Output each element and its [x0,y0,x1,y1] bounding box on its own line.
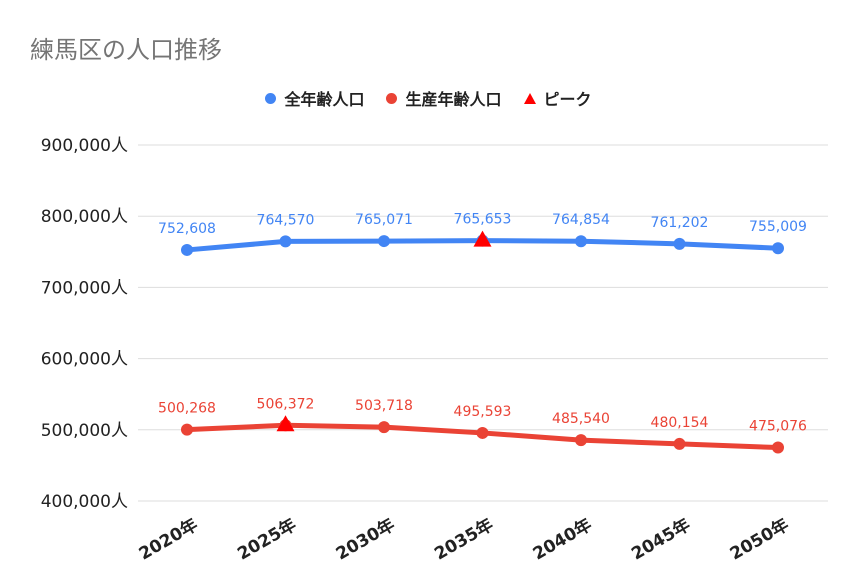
legend-item-working-age[interactable]: 生産年齢人口 [386,86,502,110]
data-label: 755,009 [749,219,807,235]
y-tick-label: 700,000人 [41,278,128,298]
data-label: 475,076 [749,419,807,435]
peak-marker [473,230,492,247]
chart-title: 練馬区の人口推移 [30,36,222,64]
y-tick-label: 800,000人 [41,207,128,227]
legend-item-peak[interactable]: ピーク [523,86,592,110]
data-point [181,243,193,256]
legend-marker-working-age [386,92,398,104]
data-point [673,237,686,250]
peak-marker [276,415,295,432]
x-tick-label: 2040年 [529,514,595,564]
data-label: 765,071 [355,212,413,228]
peak-markers [276,230,492,432]
data-label: 480,154 [651,415,709,431]
data-point [673,437,686,450]
data-label: 506,372 [257,396,315,412]
data-label: 765,653 [454,212,512,228]
data-point [575,434,587,447]
data-label: 485,540 [552,411,610,427]
legend-marker-total [265,92,277,104]
legend-marker-peak [523,92,536,104]
y-axis-ticks: 400,000人 500,000人 600,000人 700,000人 800,000人… [41,136,128,512]
gridlines [138,144,828,502]
y-tick-label: 900,000人 [41,136,128,156]
legend-label-total: 全年齢人口 [284,90,365,109]
data-label: 503,718 [355,398,413,414]
data-point [772,242,784,255]
x-tick-label: 2030年 [332,514,398,564]
data-point [181,423,193,436]
legend-item-total[interactable]: 全年齢人口 [265,86,364,110]
x-axis-ticks: 2020年 2025年 2030年 2035年 2040年 2045年 2050年 [135,514,792,564]
y-tick-label: 500,000人 [41,421,128,441]
data-point [378,421,390,434]
data-point [476,426,489,439]
data-label: 752,608 [158,221,216,237]
chart-legend: 全年齢人口 生産年齢人口 ピーク [0,86,857,110]
data-point [279,235,292,248]
data-point [772,441,784,454]
legend-label-working-age: 生産年齢人口 [405,90,502,109]
data-label: 764,854 [552,212,610,228]
data-point [575,235,587,248]
x-tick-label: 2020年 [135,514,201,564]
data-labels: 752,608 764,570 765,071 765,653 764,854 761,2… [158,212,807,435]
x-tick-label: 2045年 [628,514,694,564]
y-tick-label: 400,000人 [41,492,128,512]
data-label: 761,202 [651,215,709,231]
x-tick-label: 2050年 [726,514,792,564]
data-label: 495,593 [454,404,512,420]
legend-label-peak: ピーク [543,90,592,109]
x-tick-label: 2035年 [431,514,497,564]
data-point [378,235,390,248]
y-tick-label: 600,000人 [41,350,128,370]
data-label: 500,268 [158,401,216,417]
data-label: 764,570 [257,212,315,228]
x-tick-label: 2025年 [234,514,300,564]
